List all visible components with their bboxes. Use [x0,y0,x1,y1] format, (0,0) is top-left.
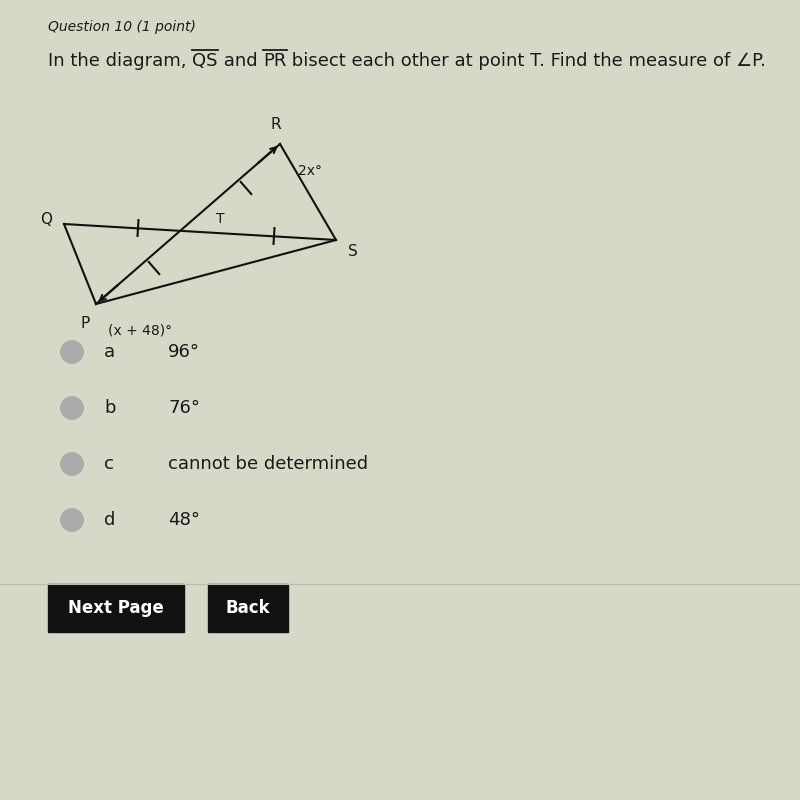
Text: 96°: 96° [168,343,200,361]
Text: Question 10 (1 point): Question 10 (1 point) [48,20,196,34]
Text: Q: Q [40,213,52,227]
Text: QS: QS [192,52,218,70]
Text: a: a [104,343,115,361]
Text: bisect each other at point T. Find the measure of ∠P.: bisect each other at point T. Find the m… [286,52,766,70]
Text: c: c [104,455,114,473]
FancyBboxPatch shape [48,584,184,632]
Text: and: and [218,52,263,70]
FancyBboxPatch shape [208,584,288,632]
Text: 76°: 76° [168,399,200,417]
Text: (x + 48)°: (x + 48)° [108,324,172,338]
Text: R: R [270,117,282,132]
Text: 2x°: 2x° [298,164,322,178]
Text: 48°: 48° [168,511,200,529]
Text: PR: PR [263,52,286,70]
Text: T: T [216,212,225,226]
Circle shape [61,341,83,363]
Text: In the diagram,: In the diagram, [48,52,192,70]
Text: P: P [81,316,90,331]
Circle shape [61,397,83,419]
Text: d: d [104,511,115,529]
Text: Back: Back [226,599,270,617]
Circle shape [61,453,83,475]
Text: cannot be determined: cannot be determined [168,455,368,473]
Text: Next Page: Next Page [68,599,164,617]
Text: b: b [104,399,115,417]
Text: S: S [348,244,358,259]
Circle shape [61,509,83,531]
